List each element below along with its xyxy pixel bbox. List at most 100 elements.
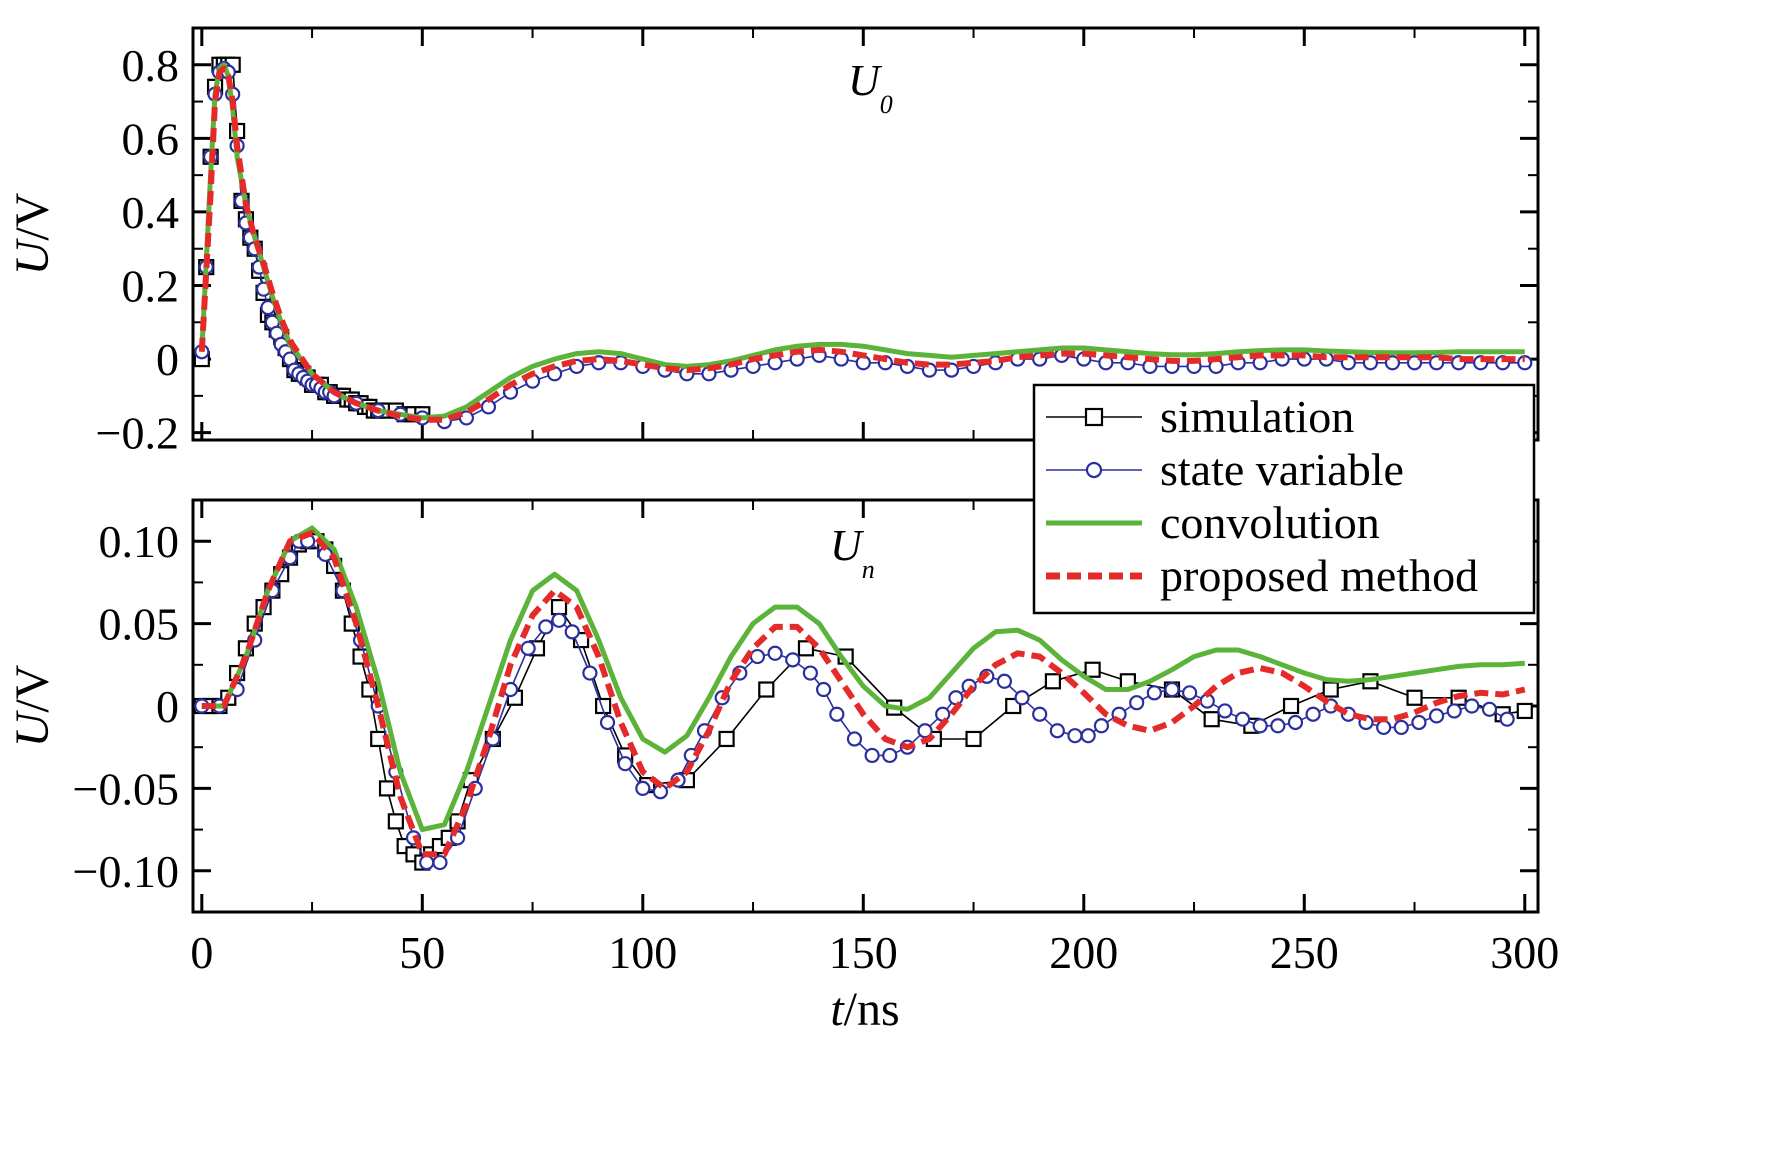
x-tick-label: 0: [190, 927, 213, 978]
y-tick-label: 0.8: [122, 40, 180, 91]
state-variable-marker: [1146, 685, 1162, 701]
state-variable-marker: [767, 645, 783, 661]
plot-frame-0: [191, 26, 1540, 442]
legend-label-convolution: convolution: [1160, 497, 1380, 548]
state-variable-marker: [1217, 703, 1233, 719]
state-variable-marker: [829, 706, 845, 722]
legend-marker-state-variable: [1085, 461, 1103, 479]
x-axis-title-italic: t: [830, 983, 845, 1036]
simulation-marker: [1084, 661, 1101, 678]
legend-label-state_variable: state variable: [1160, 444, 1404, 495]
state-variable-marker: [1411, 714, 1427, 731]
state-variable-marker: [551, 612, 567, 628]
state-variable-marker: [1270, 718, 1286, 734]
state-variable-marker: [802, 665, 818, 681]
simulation-marker: [965, 730, 982, 748]
state-variable-marker: [458, 410, 475, 426]
panel-label-main: U: [848, 56, 883, 105]
y-tick-label: −0.10: [73, 846, 179, 897]
state-variable-marker: [1182, 685, 1198, 701]
y-tick-label: 0.2: [122, 261, 180, 312]
y-tick-label: −0.05: [73, 763, 179, 814]
simulation-marker: [758, 681, 775, 698]
state-variable-marker: [1428, 708, 1445, 724]
y-tick-label: 0: [156, 681, 179, 732]
x-tick-label: 150: [829, 927, 898, 978]
state-variable-marker: [635, 780, 651, 797]
y-tick-label: 0: [156, 334, 179, 385]
state-variable-marker: [1093, 718, 1110, 734]
state-variable-marker: [917, 723, 933, 739]
state-variable-marker: [1464, 698, 1480, 714]
state-variable-marker: [1287, 714, 1304, 731]
series-line-proposed: [201, 530, 1526, 858]
state-variable-marker: [1129, 695, 1145, 711]
simulation-marker: [550, 599, 568, 616]
series-group-0: [193, 56, 1533, 430]
simulation-marker: [718, 730, 735, 748]
series-group-1: [193, 525, 1533, 871]
simulation-marker: [1044, 673, 1062, 690]
state-variable-marker: [582, 665, 598, 681]
state-variable-marker: [864, 747, 880, 764]
panel-label: Un: [830, 521, 875, 584]
panel-label-subscript: n: [862, 555, 875, 584]
panel-label-subscript: 0: [880, 90, 893, 119]
simulation-marker: [1203, 711, 1220, 728]
state-variable-marker: [1376, 719, 1392, 736]
state-variable-marker: [749, 648, 766, 665]
y-tick-label: 0.10: [99, 516, 180, 567]
y-axis-title: U/V: [6, 664, 59, 747]
state-variable-marker: [1481, 701, 1498, 717]
y-axis-title: U/V: [6, 192, 59, 275]
state-variable-marker: [419, 854, 435, 871]
series-line-proposed: [198, 65, 1525, 423]
x-axis-title-unit: /ns: [844, 983, 900, 1036]
state-variable-marker: [1446, 703, 1462, 719]
state-variable-marker: [1164, 681, 1180, 698]
y-axis-title-italic: U: [6, 709, 59, 747]
panel-0: −0.200.20.40.60.8U/VU0: [6, 26, 1540, 459]
state-variable-marker: [1080, 728, 1096, 744]
legend-label-proposed: proposed method: [1160, 550, 1478, 601]
state-variable-marker: [1014, 690, 1030, 706]
simulation-marker: [370, 730, 387, 748]
state-variable-marker: [882, 747, 898, 764]
state-variable-marker: [1067, 728, 1083, 744]
simulation-marker: [378, 780, 396, 797]
state-variable-marker: [785, 652, 801, 668]
state-variable-marker: [1032, 706, 1048, 722]
state-variable-marker: [432, 854, 448, 871]
state-variable-marker: [816, 681, 832, 698]
panel-label-main: U: [830, 521, 865, 570]
x-tick-label: 300: [1490, 927, 1559, 978]
y-axis-title-unit: /V: [6, 664, 59, 712]
state-variable-marker: [1393, 719, 1409, 736]
x-axis-title: t/ns: [830, 983, 899, 1036]
legend-marker-simulation: [1084, 407, 1104, 427]
state-variable-marker: [1252, 718, 1268, 734]
state-variable-marker: [538, 619, 554, 635]
simulation-marker: [797, 640, 815, 657]
series-line-convolution: [201, 525, 1525, 833]
state-variable-marker: [617, 756, 633, 772]
y-tick-label: −0.2: [96, 408, 179, 459]
state-variable-marker: [846, 731, 863, 747]
state-variable-marker: [520, 640, 536, 656]
simulation-marker: [387, 813, 404, 830]
simulation-marker: [1322, 681, 1339, 698]
state-variable-marker: [564, 624, 580, 640]
simulation-marker: [1406, 689, 1423, 706]
y-axis-title-unit: /V: [6, 192, 59, 240]
simulation-marker: [1282, 697, 1300, 715]
simulation-marker: [1516, 702, 1533, 720]
y-axis-title-italic: U: [6, 237, 59, 275]
y-tick-label: 0.4: [122, 187, 180, 238]
x-tick-label: 250: [1270, 927, 1339, 978]
state-variable-marker: [1234, 711, 1251, 727]
x-tick-label: 100: [608, 927, 677, 978]
state-variable-marker: [1305, 706, 1321, 722]
